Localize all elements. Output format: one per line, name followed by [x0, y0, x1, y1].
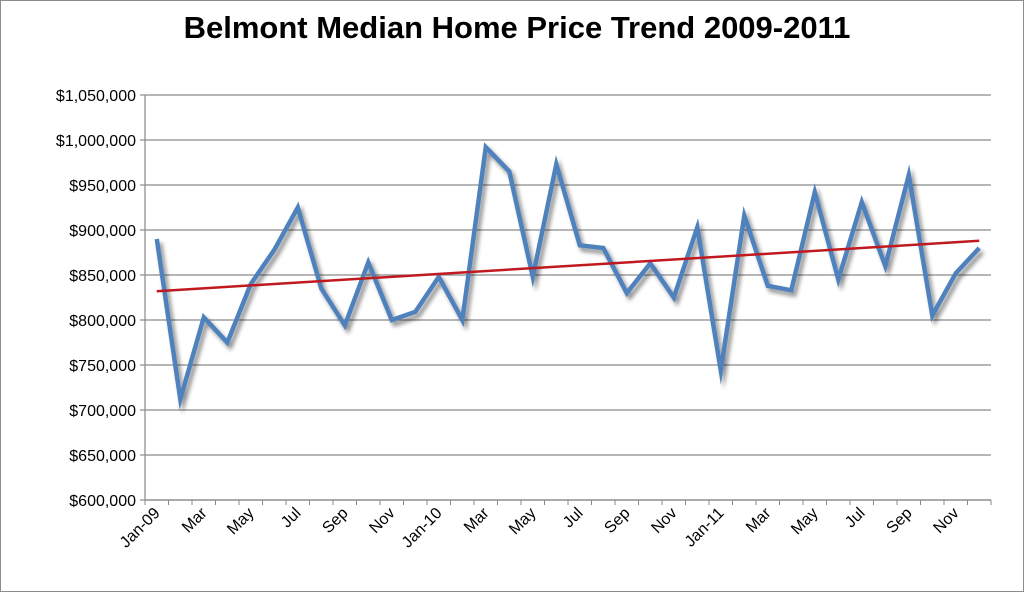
x-tick-label: Jan-10: [399, 505, 446, 552]
x-tick-label: Sep: [319, 505, 351, 537]
y-tick-label: $800,000: [69, 313, 136, 330]
x-tick-label: Sep: [601, 505, 633, 537]
y-tick-label: $1,050,000: [56, 88, 136, 105]
x-tick-label: May: [224, 505, 257, 538]
x-tick-label: Nov: [366, 505, 398, 537]
trend-line: [156, 239, 980, 293]
x-tick-label: Jan-11: [682, 505, 728, 551]
y-tick-label: $750,000: [69, 358, 136, 375]
y-tick-label: $650,000: [69, 448, 136, 465]
x-tick-label: Nov: [648, 505, 680, 537]
x-tick-label: Jul: [842, 505, 868, 531]
y-tick-label: $950,000: [69, 178, 136, 195]
x-tick-label: Nov: [930, 505, 962, 537]
x-tick-label: Jul: [560, 505, 586, 531]
x-tick-label: May: [788, 505, 821, 538]
y-tick-label: $700,000: [69, 403, 136, 420]
y-tick-label: $850,000: [69, 268, 136, 285]
series-line: [154, 142, 981, 410]
x-tick-label: Jul: [278, 505, 304, 531]
y-tick-label: $900,000: [69, 223, 136, 240]
x-tick-label: Mar: [179, 504, 211, 536]
y-tick-label: $600,000: [69, 493, 136, 510]
y-tick-label: $1,000,000: [56, 133, 136, 150]
x-tick-label: Sep: [883, 505, 915, 537]
x-tick-label: Mar: [743, 504, 775, 536]
chart-title: Belmont Median Home Price Trend 2009-201…: [183, 10, 851, 45]
x-tick-label: May: [506, 505, 539, 538]
x-tick-label: Mar: [461, 504, 493, 536]
x-tick-label: Jan-09: [117, 505, 164, 552]
